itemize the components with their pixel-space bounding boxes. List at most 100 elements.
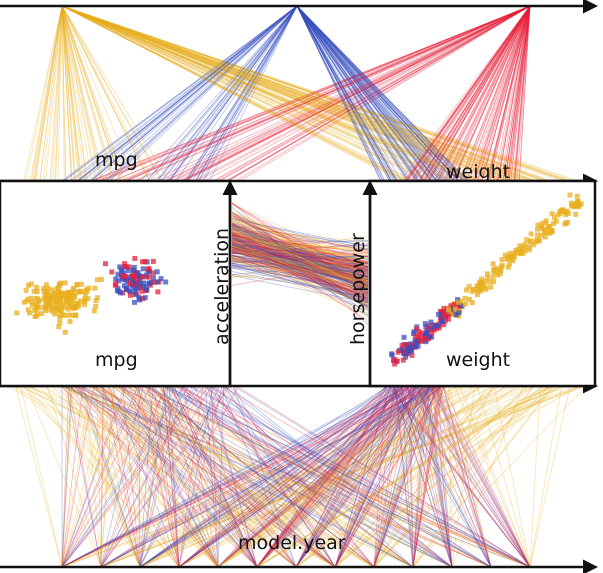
polyline-segment bbox=[178, 385, 432, 568]
polyline-segment bbox=[231, 237, 369, 290]
polyline-segment bbox=[420, 385, 453, 568]
polyline-segment bbox=[61, 385, 205, 568]
polyline-segment bbox=[139, 385, 423, 568]
polyline-segment bbox=[72, 5, 298, 182]
polyline-segment bbox=[61, 5, 80, 182]
polyline-segment bbox=[165, 5, 298, 182]
polyline-segment bbox=[30, 5, 63, 182]
polyline-segment bbox=[128, 385, 336, 568]
polyline-segment bbox=[156, 5, 298, 182]
polyline-segment bbox=[231, 242, 369, 281]
polyline-segment bbox=[61, 5, 570, 182]
polyline-segment bbox=[96, 385, 102, 568]
polyline-segment bbox=[417, 385, 492, 568]
polyline-segment bbox=[231, 266, 369, 290]
polyline-segment bbox=[231, 224, 369, 281]
polyline-segment bbox=[231, 246, 369, 273]
polyline-segment bbox=[97, 5, 531, 182]
polyline-segment bbox=[205, 385, 219, 568]
polyline-segment bbox=[61, 5, 561, 182]
polyline-segment bbox=[196, 385, 453, 568]
polyline-segment bbox=[217, 385, 520, 568]
scatter-point bbox=[127, 289, 133, 295]
polyline-segment bbox=[296, 5, 420, 182]
polyline-segment bbox=[411, 5, 531, 182]
polyline-segment bbox=[25, 5, 63, 182]
polyline-segment bbox=[296, 5, 392, 182]
polyline-segment bbox=[296, 5, 468, 182]
polyline-segment bbox=[373, 385, 395, 568]
polyline-segment bbox=[96, 385, 258, 568]
polyline-segment bbox=[488, 5, 531, 182]
scatter-point bbox=[57, 315, 63, 321]
scatter-point bbox=[512, 254, 518, 260]
polyline-segment bbox=[39, 5, 63, 182]
polyline-segment bbox=[105, 385, 219, 568]
polyline-segment bbox=[135, 385, 414, 568]
scatter-point bbox=[395, 349, 401, 355]
polyline-segment bbox=[506, 5, 531, 182]
scatter-point bbox=[93, 298, 99, 304]
polyline-segment bbox=[256, 385, 417, 568]
scatter-point bbox=[93, 303, 99, 309]
polyline-segment bbox=[231, 231, 369, 283]
polyline-segment bbox=[231, 234, 369, 301]
scatter-point bbox=[573, 211, 579, 217]
scatter-point bbox=[130, 273, 136, 279]
polyline-segment bbox=[60, 385, 258, 568]
scatter-point bbox=[415, 334, 421, 340]
polyline-segment bbox=[150, 385, 297, 568]
polyline-segment bbox=[92, 385, 297, 568]
scatter-point bbox=[55, 290, 61, 296]
polyline-segment bbox=[217, 385, 437, 568]
polyline-segment bbox=[459, 5, 531, 182]
polyline-segment bbox=[407, 5, 531, 182]
polyline-segment bbox=[296, 5, 409, 182]
polyline-segment bbox=[231, 212, 369, 308]
scatter-point bbox=[441, 305, 447, 311]
polyline-segment bbox=[231, 213, 369, 303]
polyline-segment bbox=[99, 385, 219, 568]
polyline-segment bbox=[231, 225, 369, 282]
polyline-segment bbox=[412, 385, 531, 568]
polyline-segment bbox=[231, 229, 369, 301]
polyline-segment bbox=[163, 385, 180, 568]
polyline-segment bbox=[296, 5, 409, 182]
polyline-segment bbox=[296, 5, 460, 182]
polyline-segment bbox=[231, 259, 369, 277]
polyline-segment bbox=[138, 385, 141, 568]
polyline-segment bbox=[231, 234, 369, 270]
polyline-segment bbox=[220, 385, 297, 568]
polyline-segment bbox=[70, 385, 141, 568]
scatter-point bbox=[401, 334, 407, 340]
scatter-point bbox=[152, 279, 158, 285]
polyline-segment bbox=[256, 385, 386, 568]
polyline-segment bbox=[231, 243, 369, 288]
polyline-segment bbox=[256, 385, 442, 568]
polyline-segment bbox=[231, 256, 369, 298]
polyline-segment bbox=[61, 5, 93, 182]
polyline-segment bbox=[91, 385, 297, 568]
polyline-segment bbox=[61, 5, 550, 182]
polyline-segment bbox=[82, 385, 141, 568]
polyline-segment bbox=[173, 5, 531, 182]
polyline-segment bbox=[181, 5, 531, 182]
scatter-point bbox=[62, 305, 68, 311]
polyline-segment bbox=[101, 5, 531, 182]
polyline-segment bbox=[61, 5, 73, 182]
scatter-point bbox=[82, 297, 88, 303]
polyline-segment bbox=[61, 385, 95, 568]
polyline-segment bbox=[296, 5, 392, 182]
polyline-segment bbox=[198, 5, 298, 182]
polyline-segment bbox=[98, 385, 258, 568]
polyline-segment bbox=[231, 256, 369, 268]
polyline-segment bbox=[231, 254, 369, 285]
polyline-segment bbox=[205, 385, 375, 568]
polyline-segment bbox=[231, 233, 369, 301]
polyline-segment bbox=[231, 235, 369, 301]
scatter-point bbox=[132, 292, 138, 298]
polyline-segment bbox=[412, 385, 553, 568]
polyline-segment bbox=[426, 5, 531, 182]
polyline-segment bbox=[231, 211, 369, 269]
polyline-segment bbox=[412, 385, 428, 568]
